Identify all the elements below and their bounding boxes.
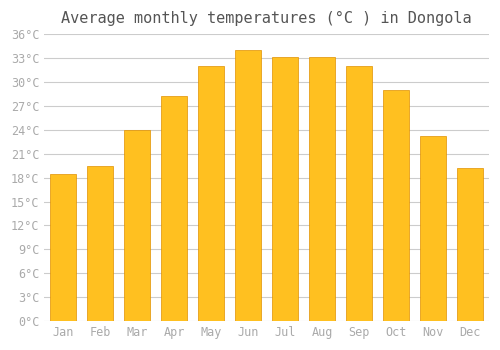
Bar — [124, 130, 150, 321]
Bar — [420, 136, 446, 321]
Bar — [310, 57, 335, 321]
Bar — [272, 57, 298, 321]
Bar — [384, 90, 409, 321]
Bar — [235, 50, 261, 321]
Bar — [161, 96, 187, 321]
Title: Average monthly temperatures (°C ) in Dongola: Average monthly temperatures (°C ) in Do… — [62, 11, 472, 26]
Bar — [50, 174, 76, 321]
Bar — [346, 66, 372, 321]
Bar — [87, 166, 113, 321]
Bar — [198, 66, 224, 321]
Bar — [458, 168, 483, 321]
